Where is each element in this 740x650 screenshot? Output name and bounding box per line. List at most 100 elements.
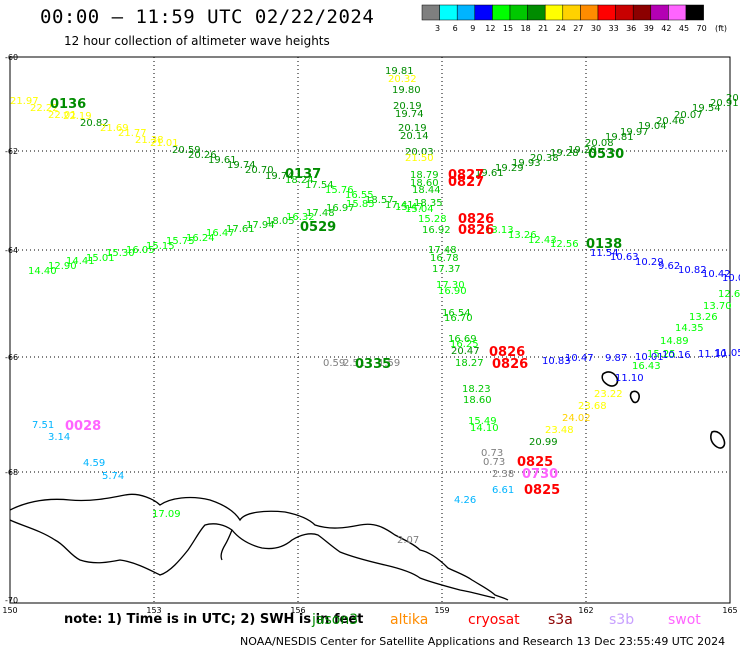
- wave-height-label: 23.22: [594, 389, 623, 400]
- wave-height-label: 14.10: [470, 423, 499, 434]
- wave-height-label: 21.38: [135, 135, 164, 146]
- legend-label: 27: [573, 24, 583, 33]
- legend-swatch: [615, 4, 634, 21]
- wave-height-label: 23.48: [545, 425, 574, 436]
- legend-swatch: [474, 4, 493, 21]
- wave-height-label: 16.92: [422, 225, 451, 236]
- wave-height-label: 3.14: [48, 432, 70, 443]
- wave-height-label: 19.61: [475, 168, 504, 179]
- wave-height-label: 20.07: [674, 110, 703, 121]
- wave-height-label: 13.26: [508, 230, 537, 241]
- wave-height-label: 18.44: [412, 185, 441, 196]
- pass-time-label: 0826: [489, 345, 525, 360]
- wave-height-label: 15.15: [146, 241, 175, 252]
- wave-height-label: 23.68: [578, 401, 607, 412]
- wave-height-label: 7.51: [32, 420, 54, 431]
- wave-height-label: 17.54: [305, 180, 334, 191]
- wave-height-label: 9.62: [658, 261, 680, 272]
- wave-height-label: 16.97: [326, 203, 355, 214]
- legend-label: 18: [521, 24, 531, 33]
- wave-height-label: 17.61: [226, 224, 255, 235]
- legend-label: 24: [556, 24, 566, 33]
- legend-unit: (ft): [715, 24, 727, 33]
- wave-height-label: 19.61: [208, 155, 237, 166]
- satellite-label-s3b: s3b: [609, 612, 635, 628]
- wave-height-values: 21.9722.2222.0122.1920.8221.6921.7721.38…: [10, 66, 740, 546]
- satellite-label-swot: swot: [668, 612, 701, 628]
- wave-height-label: 20.08: [585, 138, 614, 149]
- footer-note: note: 1) Time is in UTC; 2) SWH is in fe…: [64, 612, 364, 627]
- wave-height-label: 19.29: [495, 163, 524, 174]
- wave-height-label: 19.74: [265, 171, 294, 182]
- wave-height-label: 15.28: [418, 214, 447, 225]
- wave-height-label: 4.26: [454, 495, 476, 506]
- wave-height-label: 15.75: [166, 236, 195, 247]
- legend-label: 3: [435, 24, 440, 33]
- wave-height-label: 16.25: [450, 339, 479, 350]
- page-title: 00:00 — 11:59 UTC 02/22/2024: [40, 6, 375, 28]
- legend-swatch: [597, 4, 616, 21]
- pass-time-label: 0136: [50, 97, 86, 112]
- wave-height-label: 21.69: [100, 123, 129, 134]
- wave-height-label: 16.24: [186, 233, 215, 244]
- wave-height-label: 19.81: [385, 66, 414, 77]
- wave-height-label: 9.87: [605, 353, 627, 364]
- lat-lon-grid: 150 153 156 159 162 165-60-62-64-66-68-70: [2, 53, 737, 615]
- wave-height-label: 10.0: [722, 273, 740, 284]
- lon-tick-label: 159: [434, 606, 449, 615]
- wave-height-label: 20.26: [188, 150, 217, 161]
- wave-height-label: 5.74: [102, 471, 124, 482]
- wave-height-label: 16.54: [442, 308, 471, 319]
- wave-height-label: 24.02: [562, 413, 591, 424]
- wave-height-label: 15.47: [395, 202, 424, 213]
- wave-height-label: 19.97: [620, 127, 649, 138]
- wave-height-label: 18.05: [266, 216, 295, 227]
- legend-label: 39: [644, 24, 654, 33]
- wave-height-label: 18.23: [462, 384, 491, 395]
- wave-height-label: 18.60: [463, 395, 492, 406]
- islands: [601, 371, 726, 449]
- wave-height-label: 12.43: [528, 235, 557, 246]
- wave-height-label: 19.81: [605, 132, 634, 143]
- wave-height-label: 21.50: [405, 153, 434, 164]
- wave-height-label: 14.35: [675, 323, 704, 334]
- wave-height-label: 22.01: [48, 110, 77, 121]
- legend-label: 30: [591, 24, 601, 33]
- pass-time-label: 0137: [285, 167, 321, 182]
- lon-tick-label: 156: [290, 606, 305, 615]
- wave-height-label: 2.07: [397, 535, 419, 546]
- legend-label: 12: [485, 24, 495, 33]
- legend-swatch: [650, 4, 669, 21]
- wave-height-label: 20: [726, 93, 739, 104]
- pass-time-label: 0730: [522, 467, 558, 482]
- wave-height-label: 16.70: [444, 313, 473, 324]
- wave-height-label: 15.85: [346, 199, 375, 210]
- wave-height-label: 16.32: [286, 212, 315, 223]
- wave-height-label: 19.74: [395, 109, 424, 120]
- wave-height-label: 18.57: [365, 195, 394, 206]
- wave-height-label: 12.90: [48, 261, 77, 272]
- wave-height-label: 20.14: [400, 131, 429, 142]
- wave-height-label: 21.01: [150, 138, 179, 149]
- pass-time-labels: 0136013705290827082705300826082601380826…: [50, 97, 624, 498]
- wave-height-label: 15.01: [86, 253, 115, 264]
- legend-label: 36: [626, 24, 636, 33]
- wave-height-label: 20.70: [245, 165, 274, 176]
- wave-height-label: 0.59: [323, 358, 345, 369]
- wave-height-label: 19.04: [638, 121, 667, 132]
- wave-height-label: 21.97: [10, 96, 39, 107]
- wave-height-label: 20.91: [710, 98, 739, 109]
- lon-tick-label: 153: [146, 606, 161, 615]
- wave-height-label: 16.47: [206, 228, 235, 239]
- wave-height-label: 19.74: [227, 160, 256, 171]
- wave-height-label: 2.38: [492, 469, 514, 480]
- pass-time-label: 0826: [458, 223, 494, 238]
- wave-height-label: 10.47: [565, 353, 594, 364]
- wave-height-label: 18.27: [455, 358, 484, 369]
- wave-height-label: 20.47: [451, 346, 480, 357]
- legend-swatch: [509, 4, 528, 21]
- wave-height-label: 1.59: [378, 358, 400, 369]
- pass-time-label: 0335: [355, 357, 391, 372]
- satellite-label-cryosat: cryosat: [468, 612, 520, 628]
- legend-swatch: [421, 4, 440, 21]
